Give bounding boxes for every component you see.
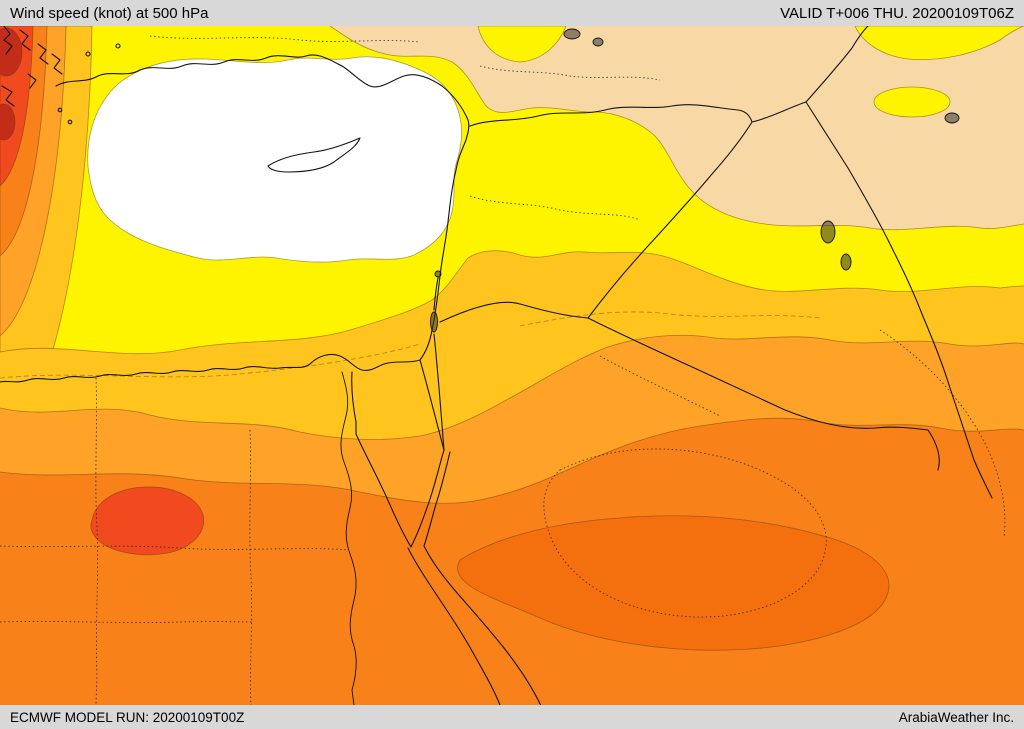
jordan-border [439,301,589,323]
contour-boundary-gold [0,250,1024,355]
contour-fill-tan [330,26,1024,230]
admin-line-turkey-2 [479,65,661,81]
red-sea-west-coast [407,547,501,705]
high-wind-core-blob-2 [0,103,16,141]
admin-line-egypt-horizontal-2 [0,620,253,624]
admin-line-egypt-horizontal-1 [0,545,349,551]
admin-line-turkey-1 [149,35,421,43]
lake-small-anatolia [592,37,604,47]
syria-iraq-border [587,121,753,319]
valid-time-label: VALID T+006 THU. 20200109T06Z [780,4,1014,22]
lake-tuz [563,28,581,40]
wind-speed-map [0,26,1024,705]
island-dot [67,119,73,125]
contour-fills [0,26,1024,705]
admin-line-egypt-vertical-2 [249,429,253,705]
contour-boundary-tan [329,26,1024,231]
admin-dotted-borders [0,35,1006,705]
map-title: Wind speed (knot) at 500 hPa [10,4,209,22]
saudi-iraq-border [587,317,940,471]
sea-of-galilee [434,270,442,278]
lake-tharthar [820,220,836,244]
island-dot [115,43,121,49]
island-dot [85,51,91,57]
israel-egypt-border [419,359,445,451]
admin-line-egypt-vertical-1 [95,377,99,705]
red-sea-east-coast [423,451,542,705]
geo-borders [0,26,993,705]
contour-boundary-orange [0,334,1024,440]
admin-loop-saudi [543,448,827,618]
model-run-label: ECMWF MODEL RUN: 20200109T00Z [10,709,245,725]
contour-fill-yellow-corner [854,26,1024,60]
lake-habbaniyah [840,253,852,271]
turkey-northeast-border [805,26,869,103]
bottom-info-bar: ECMWF MODEL RUN: 20200109T00Z ArabiaWeat… [0,705,1024,729]
nile-river [340,371,357,705]
suez-canal-line [351,371,357,435]
lake-urmia [944,112,960,124]
aegean-islands [57,43,121,125]
high-wind-red-blob [90,486,205,556]
admin-arc-saudi-east [879,329,1006,539]
contour-fill-yellow-patch [873,86,951,118]
calm-region-white [87,56,462,263]
contour-fill-yellow-notch [477,26,567,63]
cyprus-outline [267,137,361,173]
brand-label: ArabiaWeather Inc. [898,709,1014,725]
admin-line-jordan-iraq [599,355,721,417]
aegean-coast-scribbles [1,26,63,107]
sinai-coastline [355,433,445,548]
contour-boundary-dark-orange [0,417,1024,504]
jordan-valley-line [433,277,445,451]
top-info-bar: Wind speed (knot) at 500 hPa VALID T+006… [0,0,1024,26]
contour-fill-deep-orange-patch [457,515,890,651]
iran-iraq-border [805,101,993,499]
island-dot [57,107,63,113]
dead-sea [430,311,438,333]
map-area [0,26,1024,705]
admin-line-syria [469,195,641,221]
